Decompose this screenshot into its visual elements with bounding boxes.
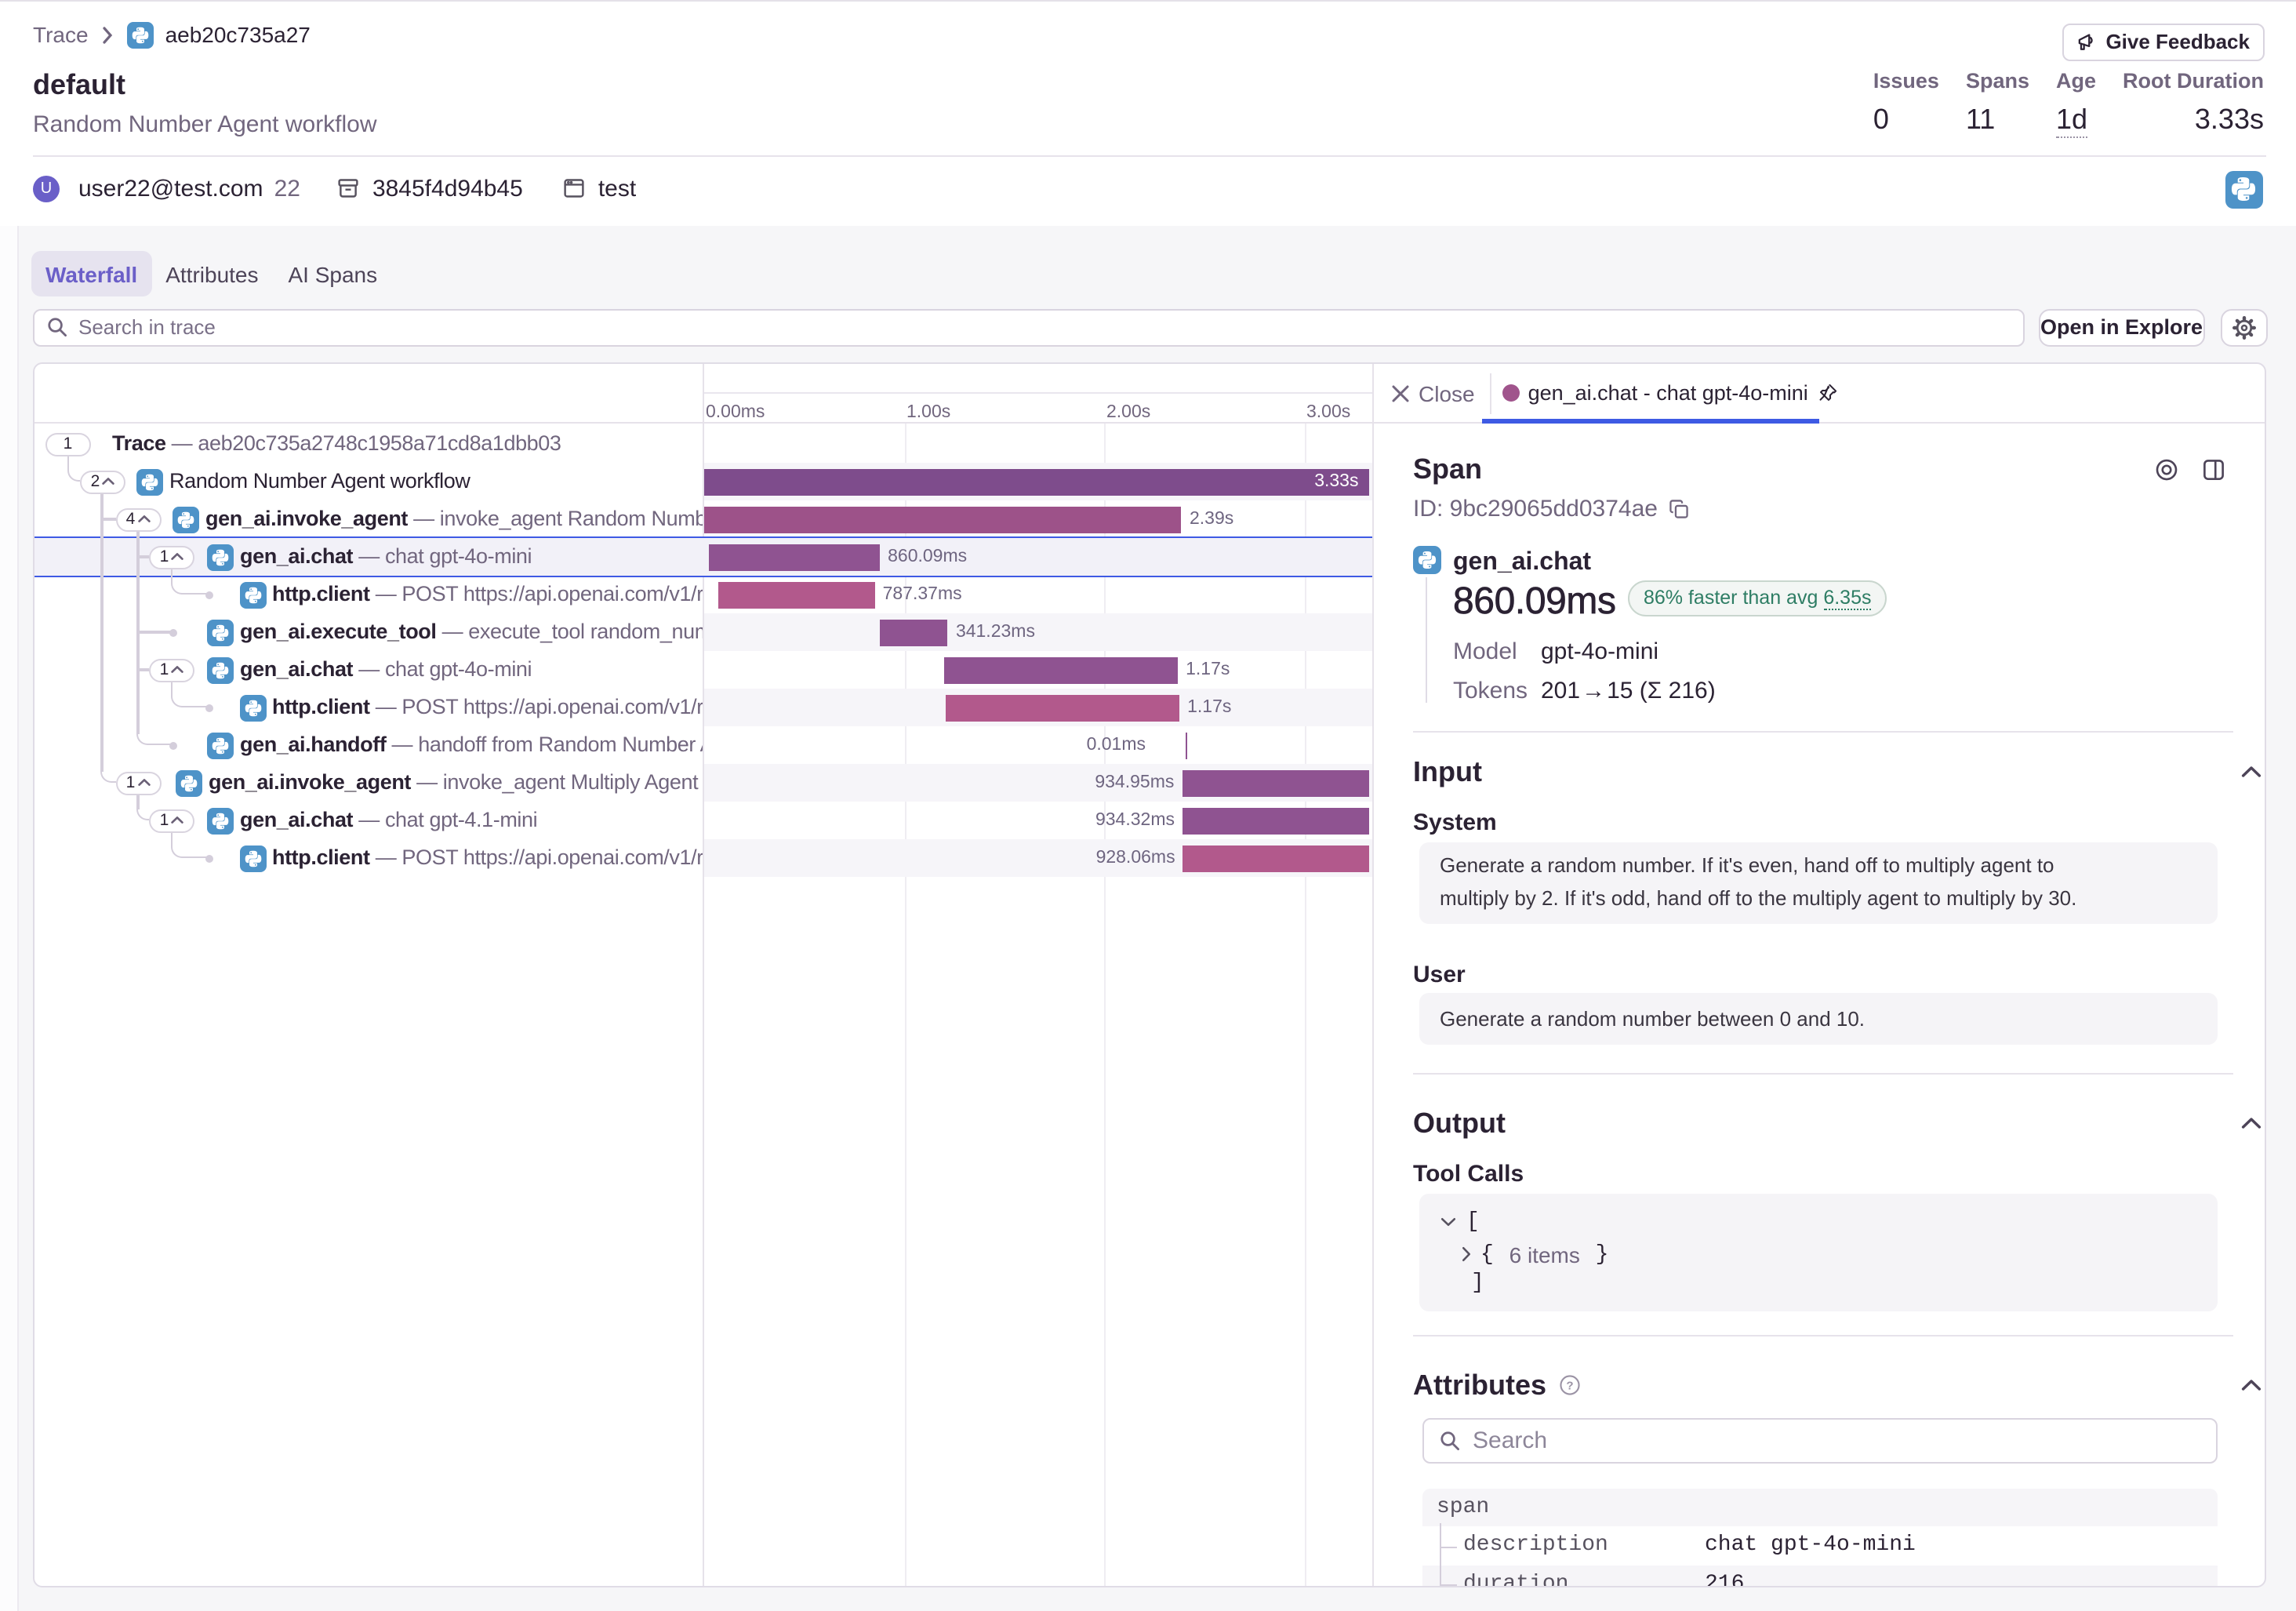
svg-text:?: ? <box>1566 1379 1573 1392</box>
